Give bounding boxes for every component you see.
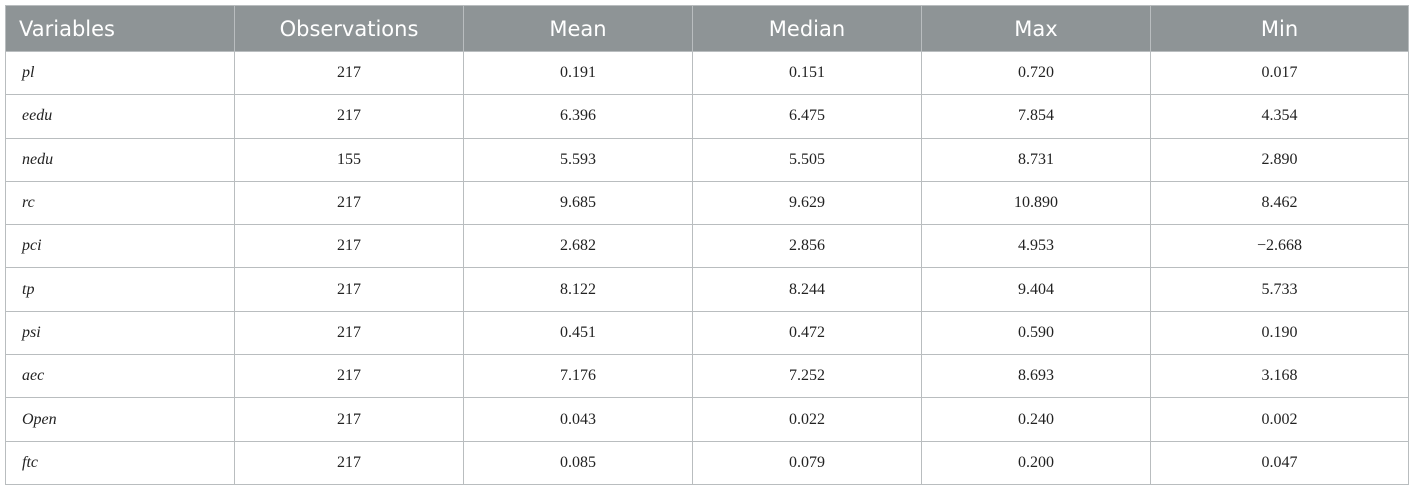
cell-mean: 0.085	[463, 440, 693, 485]
cell-min: 0.002	[1150, 397, 1409, 442]
table-row: pci 217 2.682 2.856 4.953 −2.668	[5, 224, 1409, 269]
cell-max: 9.404	[921, 267, 1151, 312]
cell-mean: 5.593	[463, 137, 693, 182]
cell-mean: 7.176	[463, 354, 693, 399]
table-row: tp 217 8.122 8.244 9.404 5.733	[5, 267, 1409, 312]
cell-median: 2.856	[692, 224, 922, 269]
cell-mean: 0.191	[463, 50, 693, 96]
cell-mean: 2.682	[463, 224, 693, 269]
cell-variable: aec	[5, 354, 235, 399]
cell-observations: 155	[234, 137, 464, 182]
header-min: Min	[1150, 5, 1409, 52]
descriptive-statistics-table: Variables Observations Mean Median Max M…	[5, 5, 1409, 485]
table-row: eedu 217 6.396 6.475 7.854 4.354	[5, 94, 1409, 139]
header-median: Median	[692, 5, 922, 52]
cell-variable: ftc	[5, 440, 235, 485]
cell-min: 8.462	[1150, 180, 1409, 226]
cell-min: 3.168	[1150, 354, 1409, 399]
cell-observations: 217	[234, 397, 464, 442]
table-row: rc 217 9.685 9.629 10.890 8.462	[5, 180, 1409, 226]
cell-observations: 217	[234, 180, 464, 226]
cell-min: −2.668	[1150, 224, 1409, 269]
cell-max: 0.720	[921, 50, 1151, 96]
cell-median: 6.475	[692, 94, 922, 139]
cell-variable: Open	[5, 397, 235, 442]
cell-min: 0.047	[1150, 440, 1409, 485]
cell-max: 8.693	[921, 354, 1151, 399]
cell-min: 4.354	[1150, 94, 1409, 139]
cell-observations: 217	[234, 354, 464, 399]
cell-median: 0.472	[692, 310, 922, 356]
cell-median: 0.022	[692, 397, 922, 442]
cell-variable: eedu	[5, 94, 235, 139]
cell-max: 0.590	[921, 310, 1151, 356]
descriptive-statistics-table-container: Variables Observations Mean Median Max M…	[5, 5, 1409, 485]
header-observations: Observations	[234, 5, 464, 52]
cell-min: 2.890	[1150, 137, 1409, 182]
cell-variable: pci	[5, 224, 235, 269]
cell-mean: 0.043	[463, 397, 693, 442]
table-row: nedu 155 5.593 5.505 8.731 2.890	[5, 137, 1409, 182]
cell-variable: psi	[5, 310, 235, 356]
cell-min: 0.017	[1150, 50, 1409, 96]
cell-max: 0.200	[921, 440, 1151, 485]
cell-max: 10.890	[921, 180, 1151, 226]
cell-observations: 217	[234, 224, 464, 269]
cell-variable: tp	[5, 267, 235, 312]
header-row: Variables Observations Mean Median Max M…	[5, 5, 1409, 52]
cell-max: 7.854	[921, 94, 1151, 139]
cell-observations: 217	[234, 94, 464, 139]
cell-observations: 217	[234, 50, 464, 96]
cell-mean: 0.451	[463, 310, 693, 356]
cell-median: 9.629	[692, 180, 922, 226]
cell-observations: 217	[234, 267, 464, 312]
table-header: Variables Observations Mean Median Max M…	[5, 5, 1409, 52]
cell-max: 0.240	[921, 397, 1151, 442]
cell-min: 5.733	[1150, 267, 1409, 312]
table-row: Open 217 0.043 0.022 0.240 0.002	[5, 397, 1409, 442]
cell-min: 0.190	[1150, 310, 1409, 356]
cell-max: 4.953	[921, 224, 1151, 269]
cell-variable: rc	[5, 180, 235, 226]
cell-median: 0.151	[692, 50, 922, 96]
table-row: aec 217 7.176 7.252 8.693 3.168	[5, 354, 1409, 399]
cell-max: 8.731	[921, 137, 1151, 182]
cell-median: 8.244	[692, 267, 922, 312]
cell-median: 0.079	[692, 440, 922, 485]
cell-mean: 9.685	[463, 180, 693, 226]
cell-median: 5.505	[692, 137, 922, 182]
header-variables: Variables	[5, 5, 235, 52]
cell-variable: nedu	[5, 137, 235, 182]
header-mean: Mean	[463, 5, 693, 52]
table-body: pl 217 0.191 0.151 0.720 0.017 eedu 217 6.396 6.4…	[5, 50, 1409, 485]
table-row: pl 217 0.191 0.151 0.720 0.017	[5, 50, 1409, 96]
table-row: ftc 217 0.085 0.079 0.200 0.047	[5, 440, 1409, 485]
cell-mean: 6.396	[463, 94, 693, 139]
table-row: psi 217 0.451 0.472 0.590 0.190	[5, 310, 1409, 356]
cell-observations: 217	[234, 440, 464, 485]
cell-observations: 217	[234, 310, 464, 356]
cell-mean: 8.122	[463, 267, 693, 312]
header-max: Max	[921, 5, 1151, 52]
cell-variable: pl	[5, 50, 235, 96]
cell-median: 7.252	[692, 354, 922, 399]
